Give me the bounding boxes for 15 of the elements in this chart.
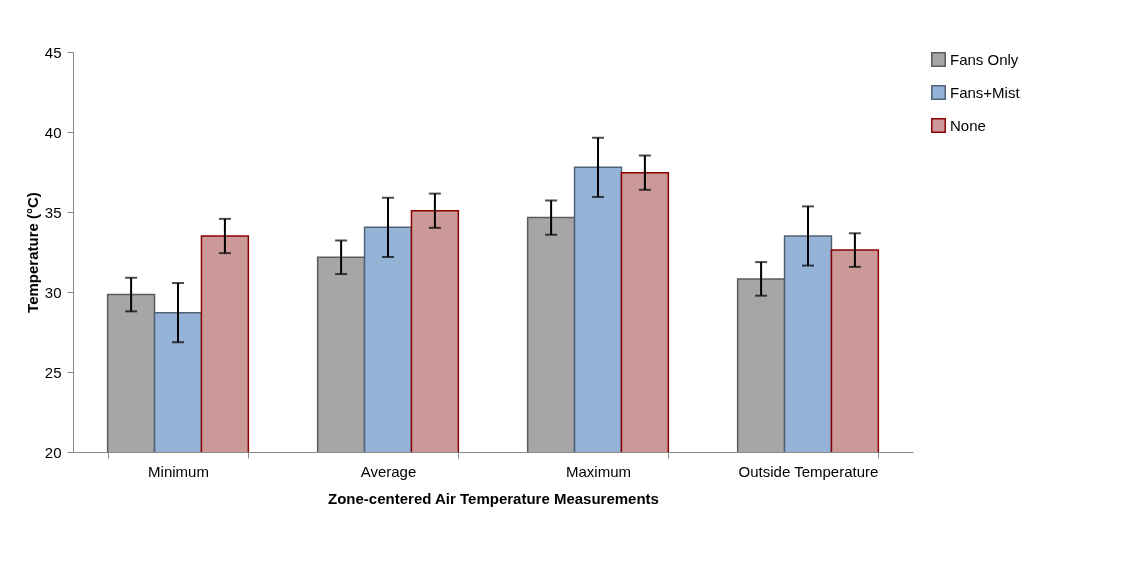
y-tick-label: 20 — [44, 443, 62, 461]
x-tick-label: Minimum — [148, 462, 209, 480]
x-axis-title: Zone-centered Air Temperature Measurements — [328, 489, 659, 507]
legend-label: Fans Only — [950, 50, 1019, 68]
y-tick-label: 25 — [44, 363, 62, 381]
legend-label: Fans+Mist — [950, 83, 1021, 101]
legend-label: None — [950, 116, 986, 134]
x-tick-label: Outside Temperature — [738, 462, 879, 480]
y-tick-label: 35 — [44, 203, 62, 221]
y-axis-title: Temperature (°C) — [23, 192, 41, 313]
y-tick-label: 40 — [44, 123, 62, 141]
y-tick-label: 45 — [44, 43, 62, 61]
x-tick-label: Average — [360, 462, 417, 480]
x-tick-label: Maximum — [565, 462, 632, 480]
y-tick-label: 30 — [44, 283, 62, 301]
